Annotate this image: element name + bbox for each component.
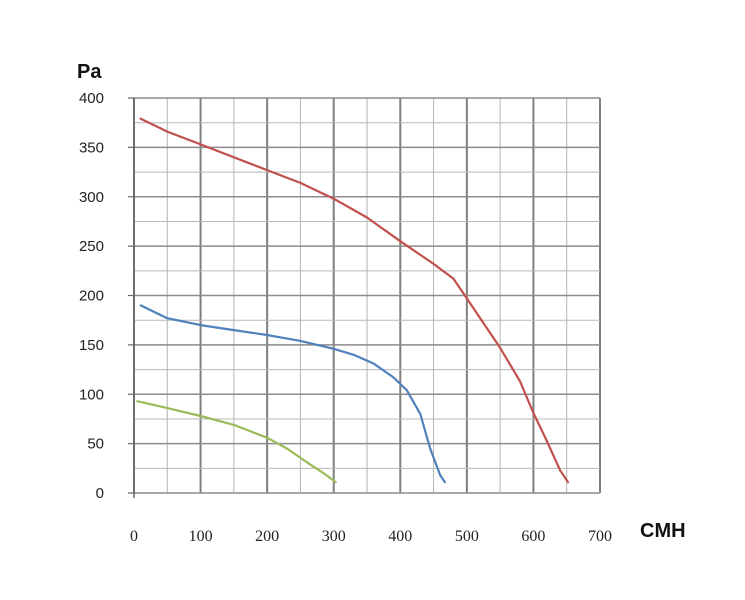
y-tick-labels: 0 50 100 150 200 250 300 350 400 — [79, 90, 104, 502]
x-tick-label: 100 — [189, 528, 213, 545]
y-tick-label: 150 — [79, 337, 104, 354]
x-axis-label: CMH — [640, 520, 686, 542]
y-tick-label: 0 — [96, 485, 104, 502]
y-tick-label: 50 — [87, 436, 104, 453]
x-tick-label: 400 — [388, 528, 412, 545]
y-tick-label: 350 — [79, 139, 104, 156]
y-tick-label: 100 — [79, 386, 104, 403]
y-axis-label: Pa — [77, 61, 102, 83]
series-lines — [136, 117, 570, 484]
x-tick-label: 200 — [255, 528, 279, 545]
x-tick-labels: 0 100 200 300 400 500 600 700 — [130, 528, 612, 545]
x-tick-label: 700 — [588, 528, 612, 545]
x-tick-label: 500 — [455, 528, 479, 545]
y-tick-label: 400 — [79, 90, 104, 107]
y-tick-label: 200 — [79, 288, 104, 305]
grid — [128, 97, 601, 498]
x-tick-label: 600 — [521, 528, 545, 545]
y-tick-label: 300 — [79, 189, 104, 206]
y-tick-label: 250 — [79, 238, 104, 255]
x-tick-label: 0 — [130, 528, 138, 545]
x-tick-label: 300 — [322, 528, 346, 545]
series-line-1 — [139, 117, 570, 484]
series-line-2 — [139, 304, 446, 484]
series-line-3 — [136, 400, 337, 484]
